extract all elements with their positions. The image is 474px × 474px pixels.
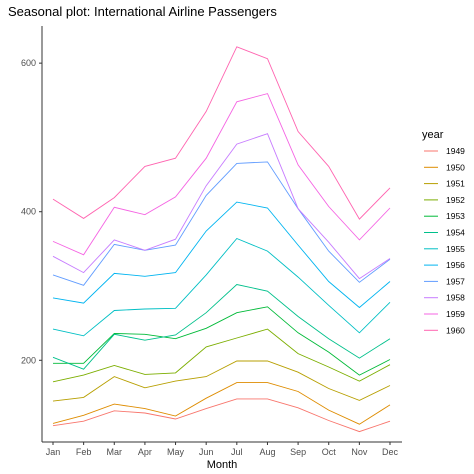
- series-line-1949: [52, 398, 391, 433]
- x-tick-label: Jan: [46, 447, 61, 457]
- x-tick-label: May: [167, 447, 185, 457]
- series-line-1960: [52, 46, 391, 220]
- x-tick-label: Aug: [259, 447, 275, 457]
- x-tick-label: Mar: [107, 447, 123, 457]
- x-tick-label: Sep: [290, 447, 306, 457]
- y-tick-label: 600: [21, 58, 36, 68]
- legend-label-1954: 1954: [446, 228, 465, 238]
- x-axis-title: Month: [207, 459, 238, 471]
- x-tick-label: Jun: [199, 447, 214, 457]
- legend-label-1953: 1953: [446, 211, 465, 221]
- x-tick-label: Feb: [76, 447, 92, 457]
- y-tick-label: 400: [21, 207, 36, 217]
- series-line-1951: [52, 360, 391, 402]
- series-line-1957: [52, 161, 391, 286]
- chart-title: Seasonal plot: International Airline Pas…: [8, 4, 277, 19]
- series-line-1952: [52, 328, 391, 383]
- legend-label-1949: 1949: [446, 146, 465, 156]
- series-line-1958: [52, 133, 391, 280]
- legend: 1949 1950 1951 1952 1953 1954 1955 1956 1957 1958…: [424, 146, 465, 335]
- series-line-1950: [52, 382, 391, 425]
- y-tick-label: 200: [21, 355, 36, 365]
- series-line-1955: [52, 237, 391, 337]
- legend-label-1952: 1952: [446, 195, 465, 205]
- legend-label-1950: 1950: [446, 162, 465, 172]
- legend-label-1960: 1960: [446, 325, 465, 335]
- legend-title: year: [422, 129, 444, 141]
- legend-label-1959: 1959: [446, 309, 465, 319]
- plot-area: 200 400 600 Jan Feb Mar Apr May Jun Jul Aug Sep Oct N…: [21, 26, 402, 457]
- series-line-1959: [52, 93, 391, 256]
- legend-label-1956: 1956: [446, 260, 465, 270]
- x-tick-label: Nov: [351, 447, 368, 457]
- x-tick-label: Apr: [138, 447, 152, 457]
- legend-label-1957: 1957: [446, 276, 465, 286]
- series-line-1954: [52, 284, 391, 370]
- legend-label-1958: 1958: [446, 293, 465, 303]
- x-tick-label: Dec: [382, 447, 399, 457]
- series-line-1953: [53, 306, 391, 376]
- x-tick-label: Jul: [231, 447, 243, 457]
- legend-label-1955: 1955: [446, 244, 465, 254]
- series-line-1956: [52, 201, 391, 309]
- x-tick-label: Oct: [322, 447, 337, 457]
- legend-label-1951: 1951: [446, 179, 465, 189]
